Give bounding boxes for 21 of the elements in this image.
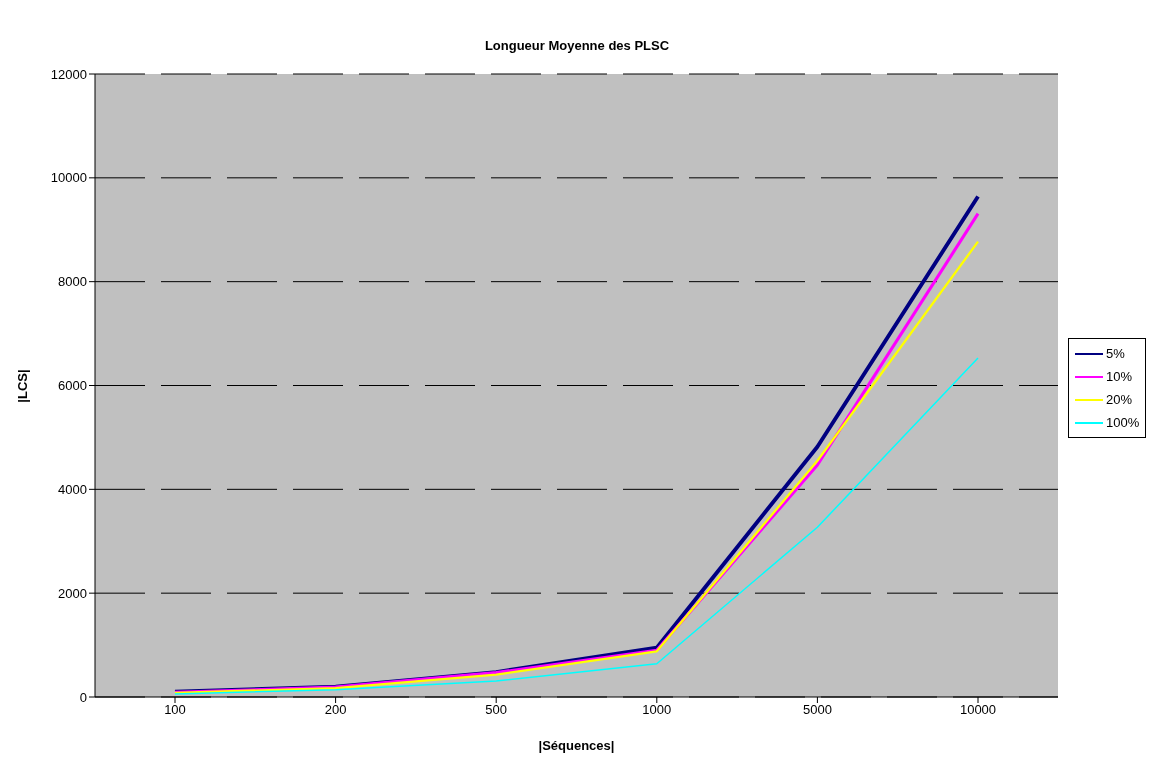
y-tick-label: 8000 [58, 274, 87, 290]
x-tick-label: 200 [324, 702, 347, 718]
x-tick-label: 5000 [802, 702, 832, 718]
y-tick-label: 4000 [58, 481, 87, 497]
legend-label: 20% [1106, 392, 1133, 407]
line-series [174, 357, 979, 695]
x-axis-title: |Séquences| [537, 738, 616, 753]
x-tick-label: 500 [485, 702, 508, 718]
x-tick-label: 10000 [959, 702, 997, 718]
y-tick-label: 10000 [50, 170, 87, 186]
x-tick-label: 100 [164, 702, 186, 718]
y-tick-label: 12000 [50, 66, 87, 82]
legend-label: 100% [1106, 415, 1140, 430]
x-tick-label: 1000 [642, 702, 672, 718]
legend-label: 5% [1106, 346, 1125, 361]
y-tick-label: 6000 [58, 378, 87, 394]
y-tick-label: 2000 [58, 585, 87, 601]
legend-label: 10% [1106, 369, 1133, 384]
y-axis-title: |LCS| [14, 368, 30, 405]
y-tick-label: 0 [79, 689, 87, 705]
chart-title: Longueur Moyenne des PLSC [483, 38, 671, 53]
